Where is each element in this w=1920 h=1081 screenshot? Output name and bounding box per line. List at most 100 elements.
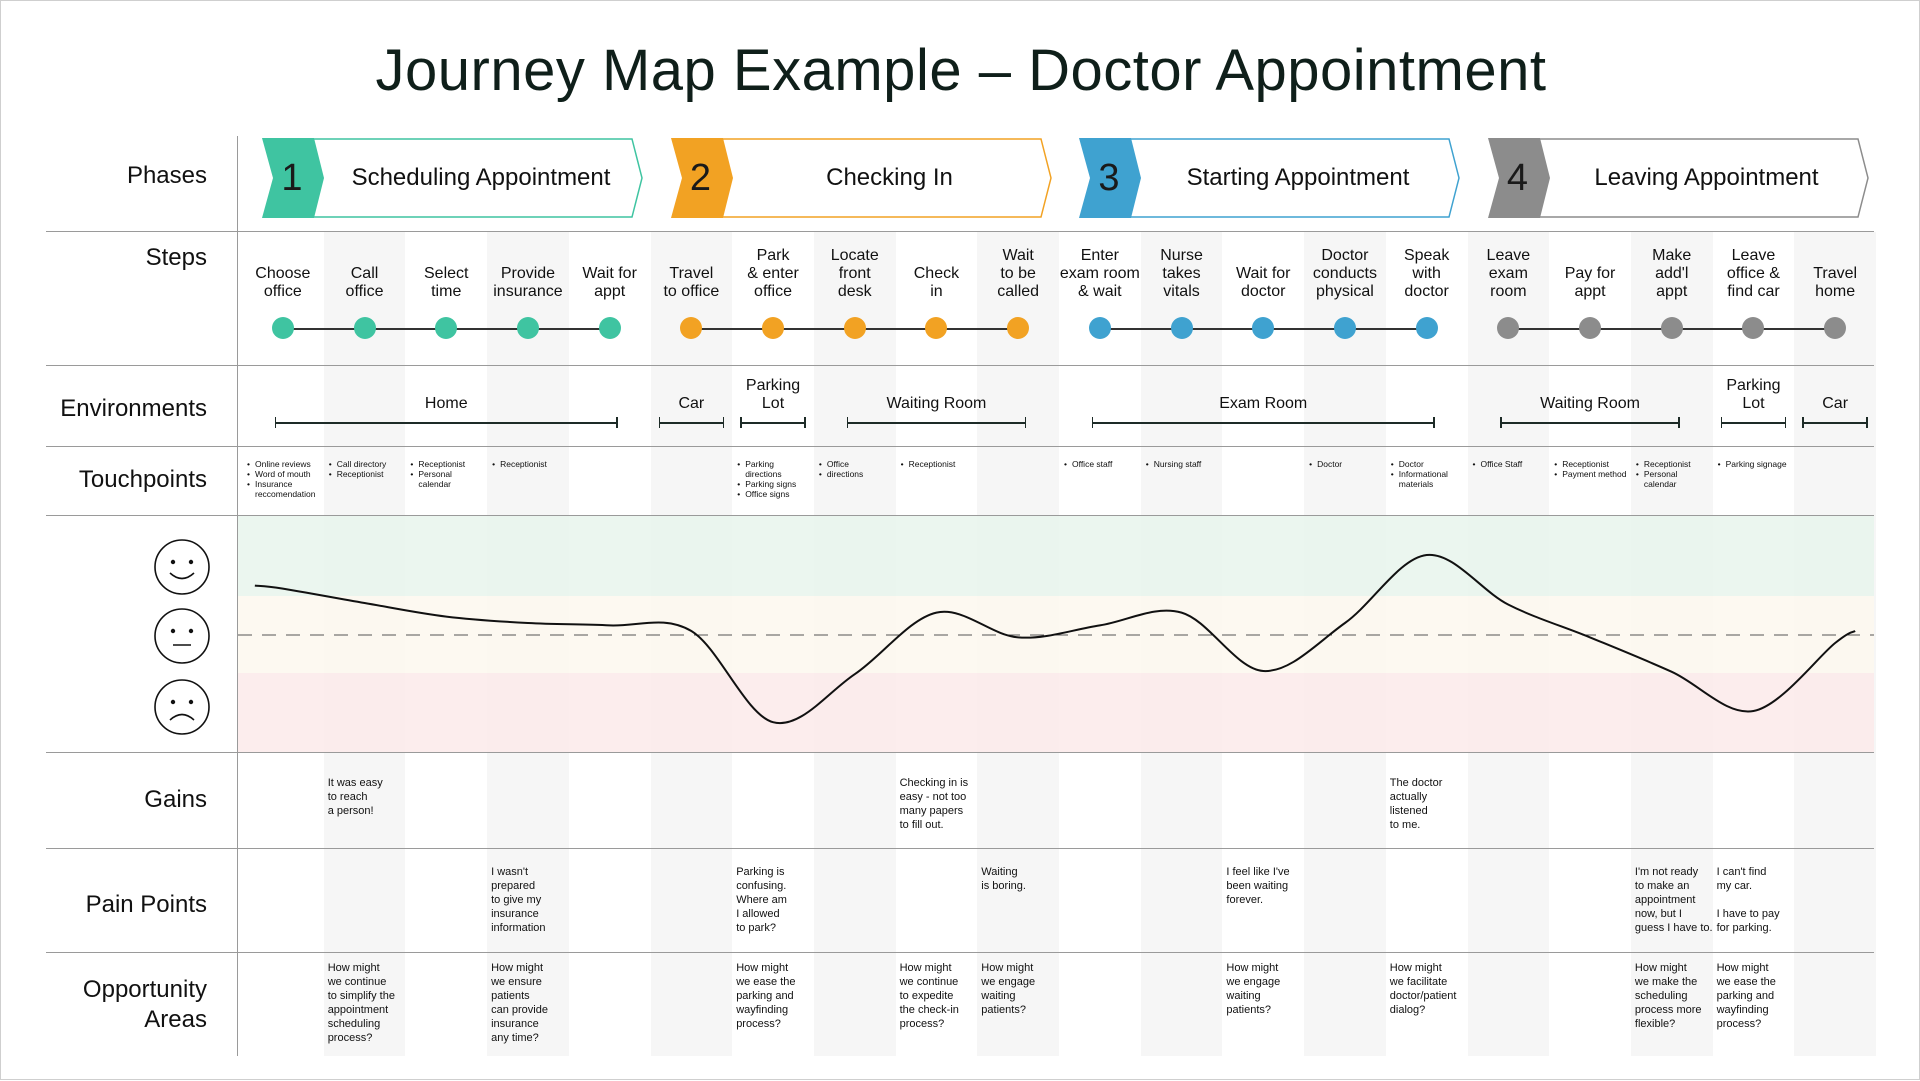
touchpoint-item: Receptionist: [492, 459, 566, 469]
touchpoint-item: Office Staff: [1473, 459, 1547, 469]
touchpoint-item: Receptionist: [1554, 459, 1628, 469]
touchpoint-item: Parking directions: [737, 459, 811, 479]
environment-label: Car: [1822, 395, 1849, 412]
pain-point-note: Waiting is boring.: [981, 866, 1026, 892]
step-dot[interactable]: [680, 317, 703, 339]
touchpoint-item: Online reviews: [247, 459, 321, 469]
environment-span: [1802, 418, 1868, 427]
step-label: Select time: [424, 265, 469, 300]
step-dot[interactable]: [1333, 317, 1356, 339]
step-dot[interactable]: [1497, 317, 1520, 339]
step-connector: [282, 328, 365, 330]
phase-3[interactable]: 3 Starting Appointment: [1079, 138, 1461, 218]
step-dot[interactable]: [1742, 317, 1765, 339]
touchpoint-item: Payment method: [1554, 469, 1628, 479]
phase-number: 4: [1506, 157, 1529, 199]
touchpoint-item: Personal calendar: [1636, 469, 1710, 489]
phase-arrow: [262, 138, 643, 218]
step-dot[interactable]: [925, 317, 948, 339]
step-connector: [1590, 328, 1672, 330]
negative-band: [238, 673, 1874, 752]
phase-1[interactable]: 1 Scheduling Appointment: [262, 138, 644, 218]
row-divider: [46, 515, 1874, 516]
row-label-gains: Gains: [144, 786, 207, 813]
step-dot[interactable]: [1579, 317, 1602, 339]
step-connector: [1344, 328, 1427, 330]
phase-4[interactable]: 4 Leaving Appointment: [1487, 138, 1870, 218]
step-label: Pay for appt: [1564, 265, 1616, 300]
step-label: Doctor conducts physical: [1312, 247, 1377, 300]
step-label: Leave exam room: [1486, 247, 1531, 300]
step-connector: [936, 328, 1019, 330]
touchpoint-list: ReceptionistPersonal calendar: [410, 459, 484, 489]
step-connector: [527, 328, 610, 330]
touchpoint-item: Parking signage: [1718, 459, 1792, 469]
step-connector: [1263, 328, 1345, 330]
step-dot[interactable]: [1007, 317, 1030, 339]
touchpoint-item: directions: [819, 469, 893, 479]
step-dot[interactable]: [762, 317, 785, 339]
environment-label: Waiting Room: [1540, 395, 1640, 412]
step-dot[interactable]: [1415, 317, 1438, 339]
environment-span: [846, 418, 1027, 427]
step-label: Travel home: [1813, 265, 1858, 300]
row-label-environments: Environments: [60, 395, 207, 422]
step-dot[interactable]: [271, 317, 294, 339]
row-divider: [46, 231, 1874, 232]
step-label: Nurse takes vitals: [1160, 247, 1203, 300]
environment-span: [1500, 418, 1680, 427]
touchpoint-item: Call directory: [329, 459, 403, 469]
step-label: Check in: [913, 265, 960, 300]
opportunity-note: How might we facilitate doctor/patient d…: [1389, 962, 1457, 1016]
touchpoint-item: Personal calendar: [410, 469, 484, 489]
step-label: Wait to be called: [997, 247, 1040, 300]
opportunity-note: How might we ease the parking and wayfin…: [736, 962, 796, 1030]
gain-note: Checking in is easy - not too many paper…: [899, 777, 969, 831]
row-divider: [46, 848, 1874, 849]
row-divider: [46, 365, 1874, 366]
step-connector: [446, 328, 528, 330]
step-connector: [691, 328, 774, 330]
phase-name: Scheduling Appointment: [351, 164, 611, 191]
phase-name: Leaving Appointment: [1594, 164, 1819, 191]
step-label: Leave office & find car: [1726, 247, 1780, 300]
touchpoint-list: Office Staff: [1473, 459, 1547, 469]
pain-point-note: I'm not ready to make an appointment now…: [1634, 866, 1713, 934]
environment-span: [658, 418, 725, 427]
phase-arrow: [1079, 138, 1460, 218]
step-dot[interactable]: [1660, 317, 1683, 339]
neutral-face-icon: [154, 608, 210, 664]
sad-face-icon: [154, 679, 210, 735]
happy-face-icon: [154, 539, 210, 595]
step-dot[interactable]: [435, 317, 458, 339]
touchpoint-item: Parking signs: [737, 479, 811, 489]
step-label: Travel to office: [663, 265, 720, 300]
step-connector: [854, 328, 937, 330]
environment-span: [740, 418, 806, 427]
step-dot[interactable]: [1088, 317, 1111, 339]
touchpoint-item: Doctor: [1309, 459, 1383, 469]
step-dot[interactable]: [598, 317, 621, 339]
step-label: Speak with doctor: [1403, 247, 1450, 300]
step-dot[interactable]: [353, 317, 376, 339]
touchpoint-item: Receptionist: [410, 459, 484, 469]
step-dot[interactable]: [1170, 317, 1193, 339]
environment-label: Parking Lot: [745, 377, 801, 412]
step-dot[interactable]: [1824, 317, 1847, 339]
step-dot[interactable]: [1252, 317, 1275, 339]
opportunity-note: How might we engage waiting patients?: [981, 962, 1036, 1016]
touchpoint-item: Receptionist: [1636, 459, 1710, 469]
step-dot[interactable]: [516, 317, 539, 339]
row-label-touchpoints: Touchpoints: [78, 466, 207, 493]
phase-2[interactable]: 2 Checking In: [670, 138, 1053, 218]
touchpoint-list: ReceptionistPersonal calendar: [1636, 459, 1710, 489]
row-label-opportunity-areas: Opportunity Areas: [82, 976, 207, 1033]
touchpoint-item: Receptionist: [901, 459, 975, 469]
environment-span: [1720, 418, 1787, 427]
touchpoint-list: Parking signage: [1718, 459, 1792, 469]
step-dot[interactable]: [843, 317, 866, 339]
phase-arrow: [1487, 138, 1869, 218]
gain-note: It was easy to reach a person!: [327, 777, 383, 817]
phase-number: 2: [689, 157, 712, 199]
step-label: Wait for appt: [582, 265, 637, 300]
